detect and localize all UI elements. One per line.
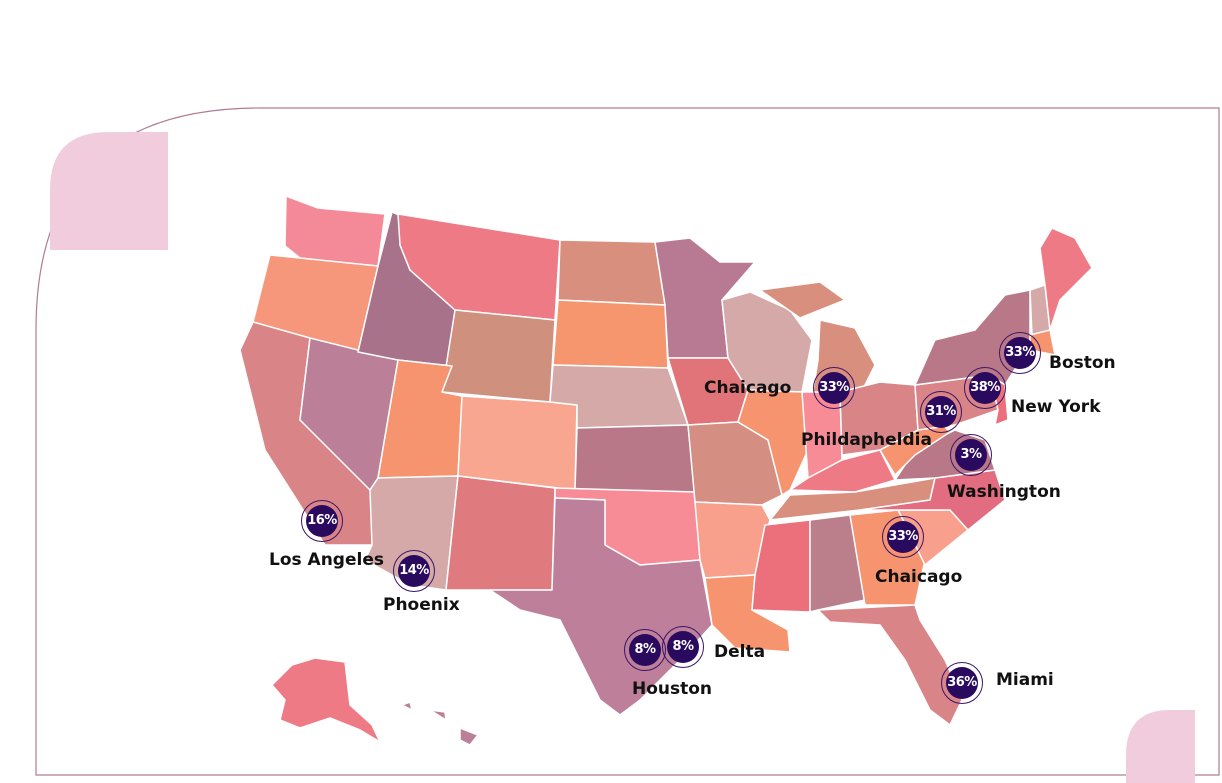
corner-accent-top-left [50,132,168,250]
marker-washington[interactable]: 3% [950,434,992,476]
state-florida [817,604,963,726]
state-alabama [809,514,866,613]
marker-value: 8% [629,634,661,666]
state-mississippi [751,519,811,613]
city-label-miami: Miami [996,670,1054,690]
marker-value: 3% [955,439,987,471]
state-northdakota [557,239,666,306]
city-label-new-york: New York [1011,397,1101,417]
city-label-boston: Boston [1049,353,1116,373]
city-label-philadelphia: Phildapheldia [801,430,932,450]
marker-value: 38% [969,372,1001,404]
marker-ring [999,332,1041,374]
city-label-delta: Delta [714,642,766,662]
city-label-washington: Washington [947,482,1061,502]
city-label-los-angeles: Los Angeles [269,550,384,570]
state-maine [1039,227,1093,331]
state-colorado [457,395,578,491]
marker-new-york[interactable]: 38% [964,367,1006,409]
state-alaska [271,657,381,743]
marker-value: 16% [306,505,338,537]
state-southdakota [552,299,669,369]
marker-houston[interactable]: 8% [624,629,666,671]
marker-value: 33% [818,372,850,404]
marker-ring [950,434,992,476]
marker-ring [882,516,924,558]
state-wyoming [441,309,556,403]
state-kansas [574,424,696,493]
city-label-houston: Houston [632,679,713,699]
marker-value: 33% [887,521,919,553]
marker-value: 36% [946,667,978,699]
marker-philadelphia[interactable]: 31% [920,391,962,433]
marker-ring [662,626,704,668]
state-hawaii [401,701,479,746]
marker-phoenix[interactable]: 14% [393,550,435,592]
marker-value: 14% [398,555,430,587]
corner-accent-bottom-right [1126,710,1195,783]
state-northcarolina [859,469,1006,531]
city-label-atlanta: Chaicago [875,567,963,587]
marker-chicago[interactable]: 33% [813,367,855,409]
city-label-chicago: Chaicago [704,378,792,398]
marker-delta[interactable]: 8% [662,626,704,668]
state-washington [284,195,386,267]
marker-boston[interactable]: 33% [999,332,1041,374]
marker-value: 31% [925,396,957,428]
marker-miami[interactable]: 36% [941,662,983,704]
marker-ring [301,500,343,542]
marker-ring [964,367,1006,409]
city-label-phoenix: Phoenix [383,595,460,615]
marker-ring [941,662,983,704]
state-newmexico [445,475,556,591]
marker-ring [920,391,962,433]
state-wisconsin [721,291,813,393]
marker-value: 33% [1004,337,1036,369]
marker-ring [393,550,435,592]
marker-ring [813,367,855,409]
marker-value: 8% [667,631,699,663]
marker-los-angeles[interactable]: 16% [301,500,343,542]
marker-atlanta[interactable]: 33% [882,516,924,558]
